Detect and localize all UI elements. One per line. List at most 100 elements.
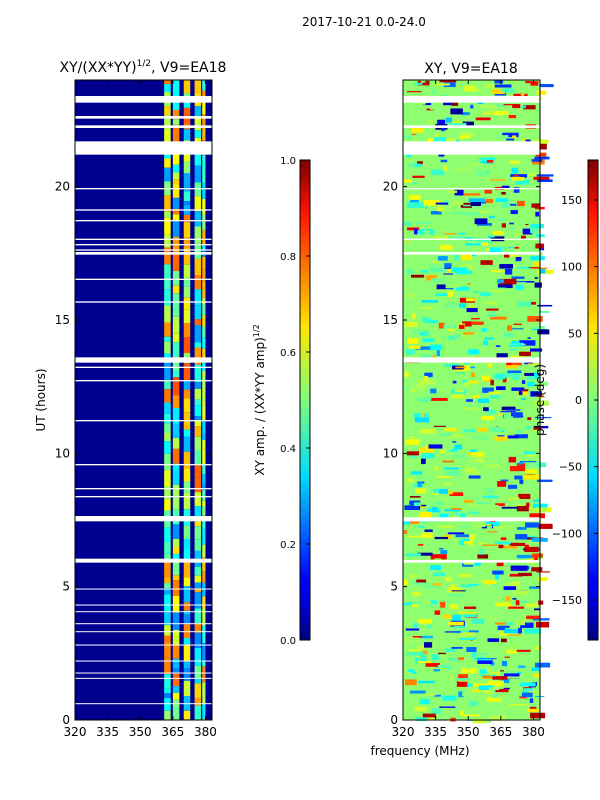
phase-texture-cell <box>468 475 481 479</box>
phase-texture-cell <box>527 417 532 421</box>
amplitude-title-tail: , V9=EA18 <box>151 60 226 76</box>
phase-texture-cell <box>501 185 510 189</box>
phase-texture-cell <box>525 461 538 467</box>
phase-texture-cell <box>495 198 509 203</box>
phase-texture-cell <box>498 544 504 549</box>
amplitude-band-cell <box>194 623 202 633</box>
phase-texture-cell <box>514 174 519 177</box>
colorbar-tick-label: 1.0 <box>280 156 296 167</box>
phase-texture-cell <box>481 416 495 420</box>
amplitude-band-cell <box>183 363 191 381</box>
amplitude-band-cell <box>172 253 180 271</box>
phase-texture-cell <box>415 488 426 494</box>
phase-texture-cell <box>449 236 467 239</box>
amplitude-band-cell <box>164 389 171 403</box>
phase-texture-cell <box>503 560 514 567</box>
data-gap <box>75 631 212 633</box>
phase-texture-cell <box>404 371 409 377</box>
data-gap <box>75 252 212 255</box>
phase-texture-cell <box>443 273 454 275</box>
phase-texture-cell <box>487 680 505 687</box>
phase-texture-cell <box>510 174 528 178</box>
data-gap <box>403 238 540 240</box>
phase-texture-cell <box>429 344 443 351</box>
phase-texture-cell <box>427 264 440 266</box>
phase-texture-cell <box>444 302 458 309</box>
phase-texture-cell <box>503 586 517 590</box>
phase-texture-cell <box>488 391 501 396</box>
amplitude-band-cell <box>164 273 171 290</box>
phase-texture-cell <box>483 580 495 585</box>
phase-texture-cell <box>415 477 430 479</box>
phase-texture-cell <box>524 628 542 634</box>
phase-texture-cell <box>494 80 504 84</box>
phase-texture-cell <box>501 506 518 509</box>
phase-texture-cell <box>458 611 476 614</box>
phase-texture-cell <box>501 223 506 228</box>
phase-texture-cell <box>472 718 486 724</box>
amplitude-band-cell <box>202 464 206 475</box>
amplitude-band-cell <box>183 398 191 413</box>
phase-texture-cell <box>536 571 550 573</box>
colorbar-tick-label: −150 <box>552 594 582 607</box>
phase-texture-cell <box>469 540 474 546</box>
amplitude-band-cell <box>194 561 202 567</box>
phase-texture-cell <box>420 653 426 659</box>
amplitude-band-cell <box>183 637 191 645</box>
data-gap <box>75 301 212 303</box>
amplitude-band-cell <box>202 315 206 327</box>
phase-texture-cell <box>421 412 425 418</box>
phase-texture-cell <box>508 360 522 366</box>
phase-texture-cell <box>444 631 461 633</box>
phase-texture-cell <box>482 387 494 393</box>
data-gap <box>75 209 212 211</box>
phase-texture-cell <box>467 366 475 369</box>
phase-texture-cell <box>508 115 517 119</box>
phase-texture-cell <box>462 563 473 567</box>
phase-texture-cell <box>530 223 545 229</box>
amplitude-band-cell <box>164 264 171 274</box>
phase-texture-cell <box>512 280 529 283</box>
amplitude-data-gaps <box>75 96 212 705</box>
phase-texture-cell <box>503 545 518 549</box>
amplitude-band-cell <box>202 230 206 246</box>
phase-texture-cell <box>483 520 499 525</box>
amplitude-band-cell <box>202 400 206 410</box>
amplitude-band-cell <box>172 408 180 425</box>
phase-texture-cell <box>502 132 519 138</box>
amplitude-band-cell <box>194 582 202 589</box>
amplitude-band-cell <box>183 277 191 287</box>
amplitude-band-cell <box>172 663 180 669</box>
amplitude-band-cell <box>172 580 180 596</box>
phase-texture-cell <box>505 364 518 369</box>
amplitude-band-cell <box>164 423 171 433</box>
data-gap <box>75 703 212 705</box>
phase-texture-cell <box>535 416 552 419</box>
phase-texture-cell <box>487 312 496 318</box>
phase-texture-cell <box>441 210 452 212</box>
phase-texture-cell <box>435 293 450 297</box>
amplitude-colorbar: 0.0 0.2 0.4 0.6 0.8 1.0 XY amp. / (XX*YY amp)… <box>252 156 311 647</box>
amplitude-band-cell <box>194 211 202 227</box>
phase-texture-cell <box>503 414 509 419</box>
phase-texture-cell <box>513 580 520 586</box>
phase-texture-cell <box>513 323 522 325</box>
phase-texture-cell <box>470 451 484 457</box>
phase-texture-cell <box>525 139 531 142</box>
data-gap <box>75 660 212 662</box>
phase-texture-cell <box>423 200 441 206</box>
phase-texture-cell <box>510 412 523 417</box>
amplitude-band-cell <box>164 594 171 613</box>
phase-texture-cell <box>413 502 422 507</box>
amplitude-band-cell <box>164 336 171 342</box>
data-gap <box>75 278 212 280</box>
phase-texture-cell <box>421 453 435 459</box>
colorbar-tick-label: 100 <box>561 261 582 274</box>
phase-texture-cell <box>495 602 512 607</box>
phase-texture-cell <box>457 657 465 660</box>
amplitude-band-cell <box>202 439 206 449</box>
phase-texture-cell <box>403 179 413 183</box>
amplitude-band-cell <box>164 84 171 93</box>
phase-texture-cell <box>462 380 467 383</box>
amplitude-band-cell <box>183 668 191 681</box>
